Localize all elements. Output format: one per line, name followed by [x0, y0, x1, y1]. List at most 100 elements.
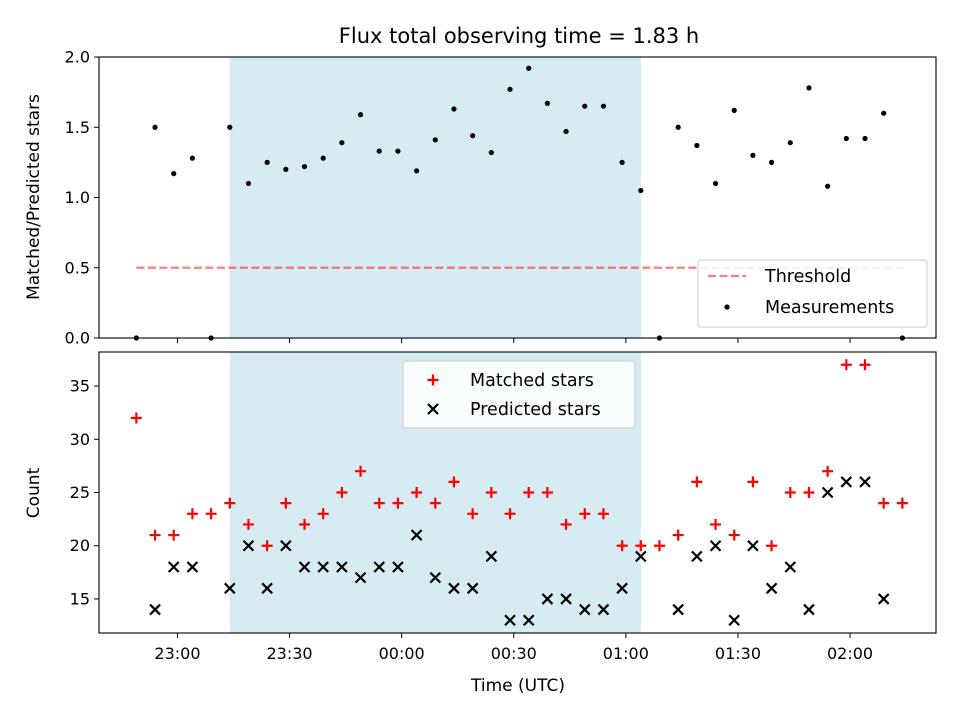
measurement-point — [376, 148, 382, 154]
predicted-star-marker — [765, 582, 778, 595]
legend-matched-label: Matched stars — [470, 371, 594, 391]
matched-star-marker — [616, 540, 628, 552]
matched-star-marker — [523, 487, 535, 498]
predicted-star-marker — [747, 539, 759, 552]
x-tick-label: 01:00 — [603, 644, 649, 663]
predicted-star-marker — [336, 561, 348, 573]
measurement-point — [675, 124, 681, 130]
measurement-point — [283, 166, 289, 172]
measurement-point — [787, 140, 793, 146]
matched-star-marker — [766, 540, 778, 552]
y-tick-label: 25 — [70, 483, 90, 502]
predicted-star-marker — [354, 571, 367, 584]
measurement-point — [862, 135, 868, 142]
bottom-panel: 15 20 25 30 35 23:00 23:30 00:00 00:30 01:00 01:30… — [70, 351, 937, 663]
x-tick-label: 02:00 — [827, 644, 873, 663]
measurement-point — [451, 106, 457, 112]
matched-star-marker — [485, 487, 497, 498]
x-tick-label: 23:00 — [154, 644, 200, 663]
matched-star-marker — [635, 540, 647, 552]
measurement-point — [395, 148, 401, 154]
predicted-star-marker — [691, 550, 703, 563]
predicted-star-marker — [541, 593, 554, 605]
matched-star-marker — [205, 508, 217, 520]
chart-title: Flux total observing time = 1.83 h — [339, 24, 699, 48]
measurement-point — [768, 159, 775, 165]
matched-star-marker — [579, 508, 591, 520]
predicted-star-marker — [261, 582, 273, 595]
predicted-star-marker — [709, 539, 722, 552]
matched-star-marker — [448, 476, 460, 488]
y-tick-label: 2.0 — [65, 48, 90, 67]
matched-star-marker — [504, 508, 516, 520]
y-tick-label: 20 — [70, 536, 90, 555]
matched-star-marker — [149, 529, 161, 541]
matched-star-marker — [168, 529, 180, 541]
measurement-point — [189, 155, 196, 161]
legend-matched-swatch — [427, 374, 439, 386]
measurement-point — [152, 124, 158, 130]
y-tick-label: 1.0 — [65, 188, 90, 207]
measurement-point — [227, 124, 233, 130]
matched-star-marker — [691, 476, 703, 488]
y-tick-label: 0.5 — [65, 258, 90, 277]
measurement-point — [470, 133, 476, 139]
predicted-star-marker — [597, 603, 610, 616]
measurement-point — [638, 187, 644, 194]
predicted-star-marker — [466, 582, 479, 595]
measurement-point — [171, 171, 177, 177]
predicted-star-marker — [504, 614, 516, 627]
predicted-star-marker — [149, 603, 161, 616]
measurement-point — [526, 65, 532, 71]
predicted-star-marker — [392, 561, 404, 573]
matched-star-marker — [728, 529, 740, 541]
matched-star-marker — [224, 497, 236, 509]
matched-star-marker — [373, 497, 385, 509]
y-tick-label: 35 — [70, 377, 90, 396]
matched-star-marker — [130, 412, 142, 424]
matched-star-marker — [803, 487, 815, 498]
matched-star-marker — [186, 508, 198, 520]
predicted-star-marker — [410, 529, 423, 541]
legend-predicted-label: Predicted stars — [470, 400, 601, 420]
axes-frame — [98, 56, 937, 339]
legend-measurements-label: Measurements — [765, 298, 894, 318]
predicted-star-marker — [429, 571, 442, 584]
measurement-point — [245, 180, 252, 187]
y-tick-label: 15 — [70, 589, 90, 608]
x-tick-label: 23:30 — [267, 644, 313, 663]
measurement-point — [843, 135, 849, 142]
matched-star-marker — [784, 487, 796, 498]
matched-star-marker — [597, 508, 609, 520]
predicted-star-marker — [298, 561, 311, 573]
predicted-star-marker — [616, 582, 628, 595]
matched-star-marker — [840, 359, 852, 371]
legend-box — [697, 259, 928, 328]
observing-span — [229, 57, 641, 338]
predicted-star-marker — [784, 561, 797, 573]
measurement-point — [619, 159, 625, 165]
measurement-point — [563, 128, 569, 135]
predicted-star-marker — [859, 476, 871, 488]
matched-star-marker — [467, 508, 479, 520]
predicted-star-marker — [317, 561, 329, 573]
y-tick-label: 30 — [70, 430, 90, 449]
measurement-point — [825, 183, 831, 189]
measurement-point — [694, 142, 700, 149]
matched-star-marker — [242, 518, 254, 530]
matched-star-marker — [822, 465, 834, 477]
matched-star-marker — [261, 540, 273, 552]
legend-measurements-swatch — [724, 304, 730, 310]
matched-star-marker — [896, 497, 908, 509]
measurement-point — [414, 168, 420, 174]
measurement-point — [600, 103, 607, 109]
x-tick-label: 00:00 — [379, 644, 425, 663]
matched-star-marker — [541, 487, 553, 498]
matched-star-marker — [411, 487, 423, 498]
predicted-star-marker — [803, 603, 815, 616]
y-tick-label: 1.5 — [65, 118, 90, 137]
measurement-point — [806, 85, 812, 91]
matched-star-marker — [355, 465, 367, 477]
predicted-star-marker — [448, 582, 460, 595]
